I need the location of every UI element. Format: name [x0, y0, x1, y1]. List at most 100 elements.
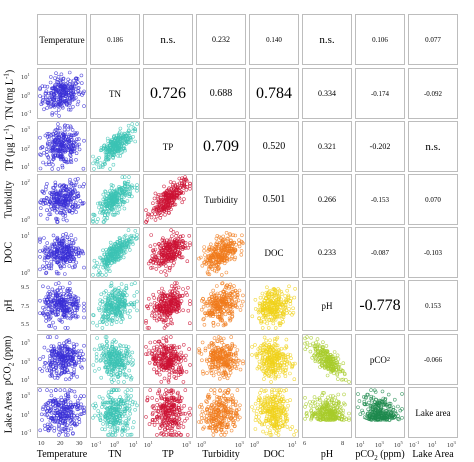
scatter-point — [209, 303, 213, 308]
scatter-point — [266, 326, 271, 330]
scatter-point — [48, 105, 53, 109]
scatter-point — [175, 302, 180, 307]
scatter-point — [102, 209, 106, 214]
scatter-point — [154, 370, 159, 375]
scatter-point — [230, 246, 235, 251]
scatter-point — [53, 184, 58, 188]
scatter-point — [188, 363, 192, 367]
scatter-point — [60, 308, 65, 313]
scatter-point — [55, 235, 60, 240]
scatter-point — [106, 293, 111, 298]
scatter-point — [164, 318, 169, 322]
scatter-point — [156, 297, 161, 302]
scatter-point — [97, 347, 101, 352]
scatter-point — [180, 200, 185, 205]
scatter-point — [167, 303, 172, 308]
scatter-point — [152, 367, 156, 372]
scatter-point — [174, 281, 179, 286]
scatter-point — [51, 92, 56, 97]
scatter-point — [159, 356, 164, 361]
scatter-point — [55, 252, 60, 257]
scatter-point — [103, 295, 107, 300]
scatter-point — [165, 311, 169, 315]
scatter-point — [96, 264, 100, 269]
scatter-point — [41, 284, 45, 289]
scatter-point — [65, 309, 70, 314]
scatter-point — [210, 304, 215, 309]
scatter-point — [228, 232, 232, 236]
correlation-coefficient: 0.232 — [212, 35, 230, 44]
scatter-point — [64, 90, 69, 94]
scatter-point — [58, 351, 62, 356]
scatter-point — [262, 300, 267, 305]
scatter-point — [261, 307, 265, 312]
scatter-point — [57, 135, 61, 140]
scatter-point — [53, 76, 57, 80]
scatter-point — [60, 347, 64, 352]
scatter-point — [59, 349, 64, 353]
scatter-point — [47, 162, 52, 167]
scatter-point — [61, 292, 66, 296]
scatter-point — [49, 148, 54, 153]
scatter-point — [201, 296, 205, 301]
scatter-point — [160, 317, 165, 322]
scatter-point — [68, 294, 73, 299]
scatter-point — [60, 140, 64, 145]
scatter-point — [54, 216, 58, 221]
scatter-point — [123, 148, 127, 153]
scatter-panel — [143, 334, 193, 385]
scatter-point — [276, 287, 281, 291]
scatter-point — [184, 353, 188, 358]
diagonal-cell-5 — [302, 280, 352, 331]
scatter-point — [268, 309, 273, 314]
correlation-cell — [355, 14, 405, 65]
scatter-point — [222, 287, 227, 292]
scatter-point — [201, 317, 205, 322]
scatter-point — [168, 320, 173, 325]
scatter-point — [271, 298, 275, 303]
scatter-point — [64, 197, 68, 202]
scatter-point — [61, 77, 65, 81]
scatter-point — [82, 315, 86, 320]
scatter-point — [163, 264, 168, 268]
scatter-point — [224, 307, 229, 312]
scatter-point — [38, 357, 42, 361]
scatter-point — [210, 300, 215, 304]
correlation-coefficient: 0.106 — [372, 35, 388, 44]
scatter-point — [132, 293, 137, 298]
scatter-point — [267, 302, 271, 307]
scatter-point — [55, 373, 60, 378]
scatter-point — [97, 165, 101, 170]
scatter-point — [146, 212, 150, 216]
scatter-point — [53, 138, 57, 143]
scatter-point — [150, 351, 154, 356]
scatter-point — [172, 260, 176, 265]
scatter-point — [116, 254, 120, 258]
scatter-point — [73, 237, 78, 241]
scatter-point — [197, 347, 201, 351]
scatter-point — [60, 285, 65, 290]
scatter-point — [205, 303, 210, 308]
scatter-point — [155, 194, 160, 199]
scatter-point — [59, 266, 63, 270]
scatter-point — [38, 267, 42, 272]
scatter-point — [152, 300, 157, 305]
scatter-point — [105, 146, 109, 150]
scatter-point — [50, 167, 54, 171]
scatter-point — [177, 370, 182, 374]
scatter-point — [275, 290, 280, 295]
scatter-point — [164, 199, 169, 204]
scatter-point — [169, 192, 174, 197]
scatter-point — [99, 204, 104, 209]
scatter-point — [38, 135, 42, 140]
scatter-point — [61, 217, 66, 222]
scatter-point — [38, 240, 42, 244]
scatter-point — [151, 248, 156, 252]
scatter-point — [127, 315, 132, 319]
scatter-point — [126, 242, 131, 247]
scatter-point — [91, 154, 95, 159]
scatter-point — [210, 311, 214, 316]
scatter-point — [176, 373, 181, 378]
scatter-point — [68, 243, 73, 248]
scatter-point — [61, 258, 66, 263]
